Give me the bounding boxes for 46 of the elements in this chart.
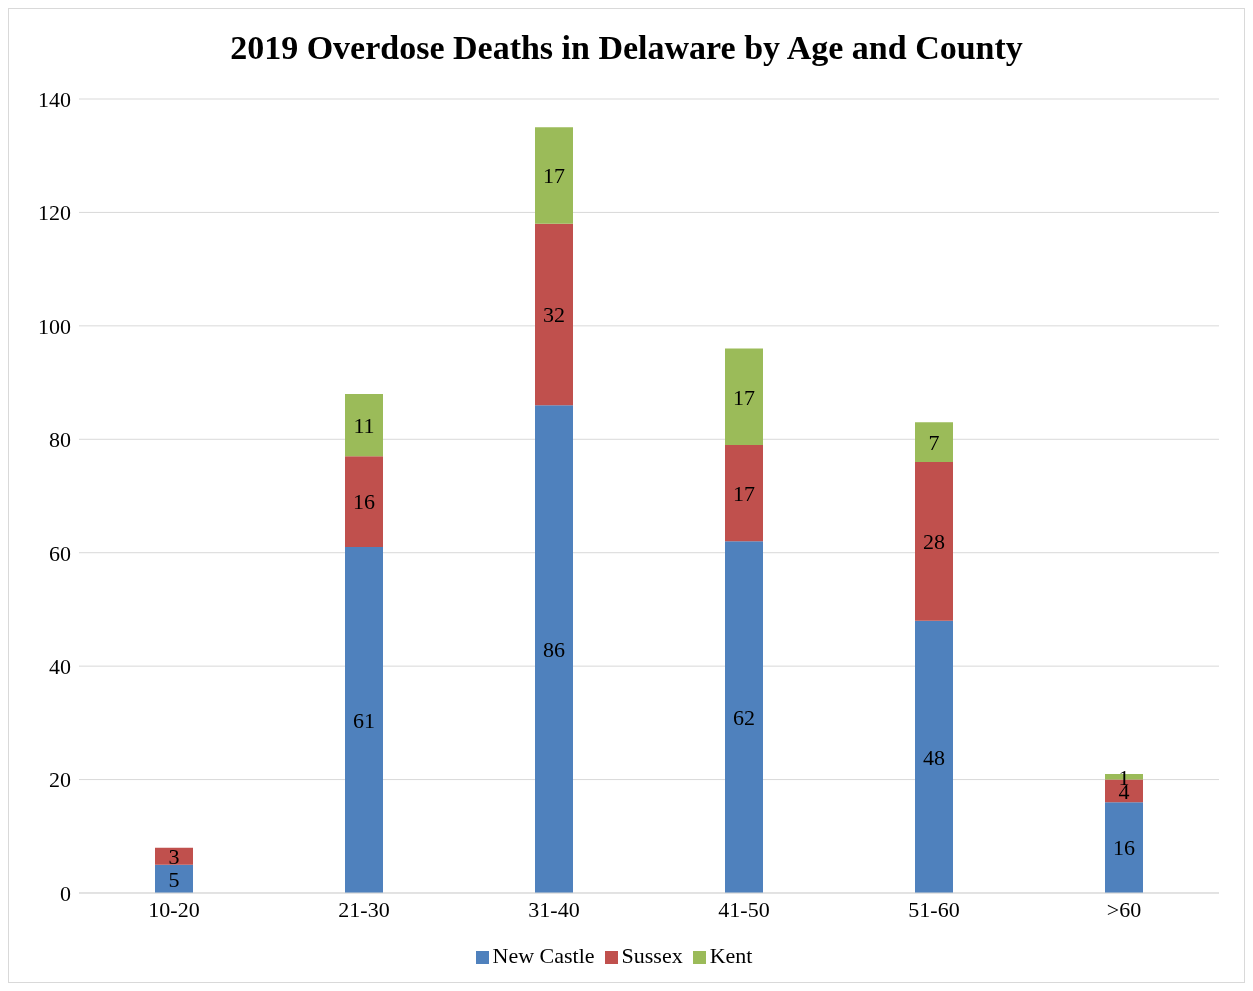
y-tick-label: 20 [49, 767, 71, 793]
bar [725, 348, 763, 445]
legend-label: Kent [709, 943, 753, 968]
data-label: 3 [168, 843, 180, 869]
x-tick-label: 10-20 [148, 896, 200, 922]
data-label: 61 [353, 707, 375, 733]
bar [915, 620, 953, 893]
bar [915, 461, 953, 621]
x-tick-label: 51-60 [908, 896, 960, 922]
y-tick-label: 60 [49, 540, 71, 566]
bar [1105, 802, 1143, 893]
data-label: 7 [928, 429, 940, 455]
bar [725, 444, 763, 542]
bar [915, 422, 953, 462]
bar [345, 393, 383, 457]
bar [345, 547, 383, 893]
x-tick-label: 31-40 [528, 896, 580, 922]
x-tick-label: 41-50 [718, 896, 770, 922]
data-label: 16 [353, 489, 375, 515]
y-tick-label: 0 [60, 880, 71, 906]
legend-label: Sussex [621, 943, 683, 968]
data-label: 28 [923, 529, 945, 555]
bar [725, 541, 763, 893]
bar [535, 127, 573, 224]
data-label: 17 [733, 384, 755, 410]
y-tick-label: 80 [49, 427, 71, 453]
x-tick-label: >60 [1106, 896, 1142, 922]
data-label: 16 [1113, 835, 1135, 861]
y-tick-label: 140 [38, 86, 71, 112]
bar [535, 223, 573, 406]
x-tick-label: 21-30 [338, 896, 390, 922]
chart-title: 2019 Overdose Deaths in Delaware by Age and County [229, 28, 1024, 68]
y-tick-label: 120 [38, 200, 71, 226]
legend-label: New Castle [492, 943, 595, 968]
data-label: 11 [353, 412, 375, 438]
y-tick-label: 100 [38, 313, 71, 339]
data-label: 17 [543, 163, 565, 189]
data-label: 48 [923, 744, 945, 770]
data-label: 17 [733, 480, 755, 506]
bar [535, 405, 573, 893]
bar [345, 456, 383, 548]
data-label: 32 [543, 302, 565, 328]
data-label: 62 [733, 705, 755, 730]
y-tick-label: 40 [49, 653, 71, 679]
data-label: 86 [543, 636, 565, 662]
data-label: 5 [168, 866, 180, 892]
